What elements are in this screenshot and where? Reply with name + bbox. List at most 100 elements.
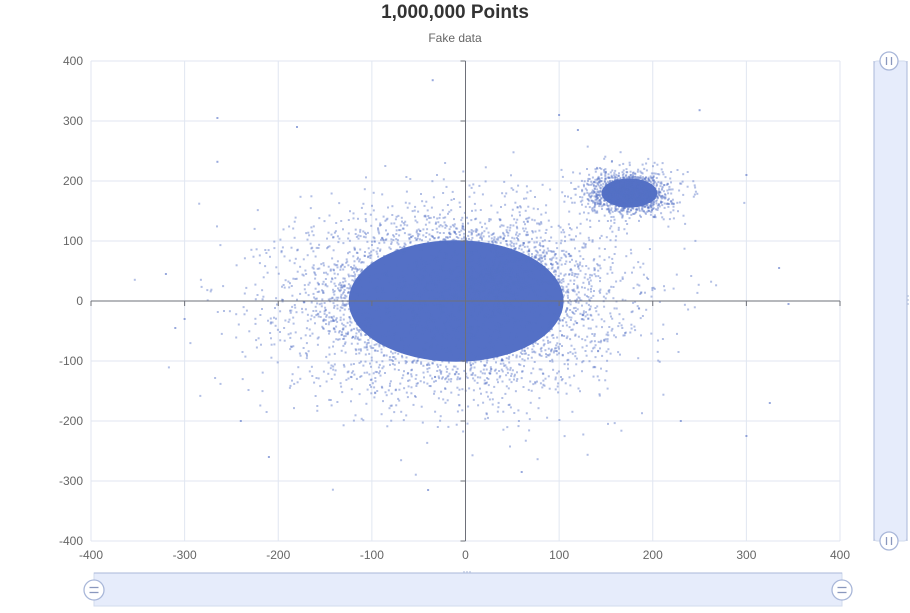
scatter-point xyxy=(550,350,553,353)
scatter-point xyxy=(453,252,456,255)
scatter-point xyxy=(420,306,423,309)
scatter-point xyxy=(594,307,597,309)
scatter-point xyxy=(441,294,444,296)
scatter-point xyxy=(505,366,508,369)
scatter-point xyxy=(613,307,616,310)
scatter-point xyxy=(419,311,422,314)
scatter-point xyxy=(456,327,459,330)
scatter-point xyxy=(473,306,475,309)
scatter-point xyxy=(408,287,411,290)
scatter-point xyxy=(507,251,510,254)
scatter-point xyxy=(583,276,586,279)
scatter-point xyxy=(424,319,427,322)
scatter-point xyxy=(382,272,385,274)
scatter-point xyxy=(423,348,426,351)
scatter-point xyxy=(555,344,558,347)
scatter-point xyxy=(455,356,457,359)
scatter-point xyxy=(525,324,528,327)
scatter-point xyxy=(501,312,504,315)
scatter-point xyxy=(450,349,452,352)
scatter-point xyxy=(385,354,388,357)
scatter-point xyxy=(317,283,320,286)
scatter-point xyxy=(480,392,482,395)
scatter-point xyxy=(447,212,449,215)
scatter-point xyxy=(573,290,576,293)
scatter-point xyxy=(528,291,531,294)
scatter-point xyxy=(497,271,500,274)
scatter-point xyxy=(546,293,549,296)
scatter-point xyxy=(544,290,547,293)
scatter-point xyxy=(276,303,278,306)
scatter-point xyxy=(430,296,433,299)
scatter-point xyxy=(693,306,696,309)
scatter-point xyxy=(400,273,403,276)
scatter-point xyxy=(414,274,417,277)
scatter-point xyxy=(344,303,347,306)
scatter-point xyxy=(519,284,522,287)
scatter-point xyxy=(430,345,433,348)
scatter-point xyxy=(485,299,488,302)
scatter-point xyxy=(390,241,393,244)
scatter-point xyxy=(496,309,499,312)
scatter-point xyxy=(453,231,456,234)
scatter-point xyxy=(392,292,395,295)
scatter-point xyxy=(495,338,498,341)
scatter-point xyxy=(558,307,561,310)
scatter-point xyxy=(576,284,579,287)
scatter-point xyxy=(526,347,529,350)
scatter-point xyxy=(423,274,426,277)
scatter-point xyxy=(554,378,557,381)
scatter-point xyxy=(436,363,439,366)
scatter-point xyxy=(421,266,424,269)
scatter-point xyxy=(425,312,428,315)
scatter-point xyxy=(468,251,471,254)
scatter-point xyxy=(610,329,613,332)
scatter-point xyxy=(410,306,413,309)
scatter-point xyxy=(466,334,469,337)
scatter-point xyxy=(133,278,136,281)
scatter-point xyxy=(393,301,396,304)
scatter-point xyxy=(543,384,546,387)
scatter-point xyxy=(459,272,462,275)
scatter-point xyxy=(519,325,522,328)
scatter-point xyxy=(522,386,525,388)
scatter-point xyxy=(368,296,371,299)
scatter-point xyxy=(395,282,398,285)
scatter-point xyxy=(442,216,445,219)
scatter-point xyxy=(328,332,330,335)
scatter-point xyxy=(427,308,430,311)
scatter-point xyxy=(385,312,388,315)
scatter-point xyxy=(407,331,410,334)
scatter-point xyxy=(411,272,414,275)
scatter-point xyxy=(603,258,606,261)
scatter-point xyxy=(470,233,473,236)
scatter-point xyxy=(412,307,415,310)
scatter-point xyxy=(493,251,496,253)
scatter-point xyxy=(416,359,419,362)
scatter-point xyxy=(389,279,392,282)
scatter-point xyxy=(411,323,414,325)
scatter-point xyxy=(407,272,410,275)
scatter-point xyxy=(281,285,283,288)
scatter-point xyxy=(344,335,347,338)
scatter-point xyxy=(466,320,469,323)
scatter-point xyxy=(496,325,499,328)
scatter-point xyxy=(486,253,489,256)
scatter-point xyxy=(455,371,458,374)
scatter-point xyxy=(352,335,355,338)
scatter-point xyxy=(388,307,390,310)
scatter-point xyxy=(374,337,377,339)
scatter-point xyxy=(589,279,592,282)
scatter-point xyxy=(451,302,454,305)
scatter-point xyxy=(549,341,552,344)
scatter-point xyxy=(504,290,507,293)
scatter-point xyxy=(412,269,415,272)
scatter-point xyxy=(579,269,582,272)
scatter-point xyxy=(586,278,589,281)
scatter-point xyxy=(415,324,418,327)
scatter-point xyxy=(391,214,394,216)
scatter-point xyxy=(396,278,399,281)
scatter-point xyxy=(512,305,515,308)
scatter-point xyxy=(444,262,447,265)
scatter-point xyxy=(333,293,336,296)
